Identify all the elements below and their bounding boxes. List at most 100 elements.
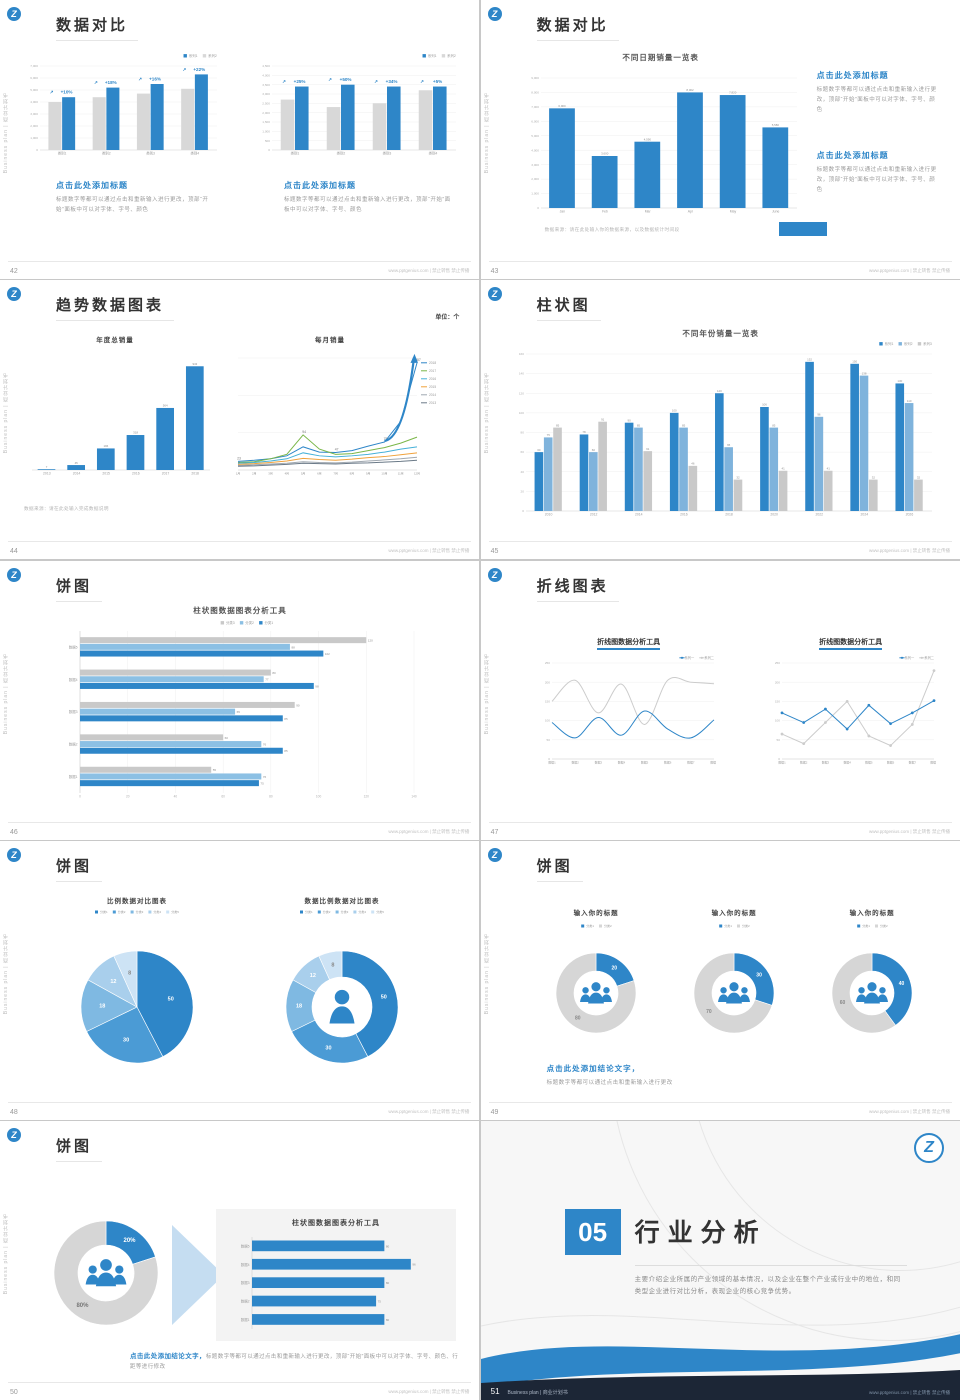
slide-42[interactable]: Z Business plan | 商业计划书 数据对比 0 1,000 2,000… [0,0,480,279]
svg-text:12月: 12月 [414,472,420,476]
slide-title: 数据对比 [536,14,619,41]
svg-text:196: 196 [103,444,108,448]
brand-logo-icon: Z [7,287,21,302]
grouped-bar-chart-right: 0 500 1,000 1,500 2,000 2,500 3,000 3,500 4,000 4… [246,50,458,162]
svg-text:30: 30 [123,1037,129,1043]
svg-text:100: 100 [518,411,523,415]
footer-site-text: www.pptgenius.com | 禁止转售 禁止传播 [388,548,470,554]
svg-text:分类3: 分类3 [136,909,144,914]
data-source-note: 数据来源：请在此处输入完成数据说明 [24,506,109,512]
svg-text:分类3: 分类3 [226,620,235,625]
svg-text:91: 91 [601,418,605,422]
svg-text:+25%: +25% [294,79,306,84]
svg-text:32: 32 [736,476,740,480]
svg-text:2020: 2020 [770,513,778,517]
svg-text:分类1: 分类1 [586,923,594,928]
svg-text:数据3: 数据3 [821,759,829,764]
svg-text:分类1: 分类1 [100,909,108,914]
block-heading: 点击此处添加标题 [56,181,128,190]
svg-text:分类2: 分类2 [323,909,331,914]
slide-50[interactable]: Z Business plan | 商业计划书 饼图 20% 80% 柱状图数据图… [0,1121,480,1400]
slide-51[interactable]: Z 05 行业分析 主要介绍企业所属的产业领域的基本情况，以及企业在整个产业或行… [480,1121,960,1400]
side-brand-text: Business plan | 商业计划书 [483,372,490,454]
pie-chart: 分类1 分类2 分类3 分类4 分类5 50 30 18 12 8 [52,905,222,1075]
brand-logo-icon: Z [487,847,502,862]
svg-text:数据8: 数据8 [710,759,716,764]
svg-text:46: 46 [691,462,695,466]
smooth-line-chart: 0 50 100 150 200 250 数据1 数据2 数据3 数据4 数据5 数据6 数据7 数据8 系… [536,653,716,771]
svg-text:1,500: 1,500 [262,120,270,124]
svg-text:Jan: Jan [559,210,565,214]
svg-text:类别1: 类别1 [58,151,67,156]
svg-text:7: 7 [46,465,48,469]
slide-46[interactable]: Z Business plan | 商业计划书 饼图 柱状图数据图表分析工具 0… [0,560,480,840]
svg-text:50: 50 [546,737,550,741]
svg-text:数据7: 数据7 [908,759,916,764]
footer-site-text: www.pptgenius.com | 禁止转售 禁止传播 [869,1390,950,1395]
svg-text:120: 120 [518,392,523,396]
svg-text:8,002: 8,002 [686,88,694,92]
svg-text:7,820: 7,820 [729,91,737,95]
svg-text:May: May [729,210,736,214]
svg-text:6,000: 6,000 [531,119,539,123]
slide-43[interactable]: Z Business plan | 商业计划书 数据对比 不同日期销量一览表 0… [480,0,960,279]
svg-text:20: 20 [126,794,130,798]
svg-text:1月: 1月 [236,472,241,476]
svg-text:+50%: +50% [340,77,352,82]
svg-text:120: 120 [368,638,373,642]
svg-text:18: 18 [296,1003,302,1009]
svg-text:3,000: 3,000 [30,112,38,116]
svg-text:140: 140 [518,372,523,376]
section-title: 行业分析 [634,1219,767,1247]
svg-text:分类2: 分类2 [604,923,612,928]
svg-text:4,000: 4,000 [262,73,270,77]
text-block: 点击此处添加标题 标题数字等都可以通过点击和重新输入进行更改，顶部“开始”面板中… [284,180,456,216]
donut-chart: 20% 80% [36,1203,176,1343]
svg-text:30: 30 [325,1045,331,1051]
page-number: 43 [490,268,499,275]
svg-text:0: 0 [522,509,524,513]
block-body: 标题数字等都可以通过点击和重新输入进行更改，顶部“开始”面板中可以对字体、字号、… [56,197,209,213]
svg-text:0: 0 [79,794,81,798]
text-block: 点击此处添加标题 标题数字等都可以通过点击和重新输入进行更改，顶部“开始”面板中… [817,150,941,196]
slide-44[interactable]: Z Business plan | 商业计划书 趋势数据图表 单位：个 年度总销… [0,280,480,560]
footer-site-text: www.pptgenius.com | 禁止转售 禁止传播 [388,1389,470,1394]
svg-text:500: 500 [265,139,270,143]
svg-text:1,000: 1,000 [262,129,270,133]
funnel-shape [172,1225,224,1325]
svg-text:数据3: 数据3 [594,759,602,764]
svg-text:2017: 2017 [162,472,170,476]
svg-text:78: 78 [582,430,586,434]
chart-title: 年度总销量 [96,337,134,345]
svg-text:系列二: 系列二 [704,655,714,660]
svg-text:分类1: 分类1 [862,923,870,928]
svg-text:80: 80 [386,1281,390,1285]
page-number: 42 [10,268,18,275]
svg-text:12: 12 [110,979,116,985]
slide-title: 柱状图 [536,294,601,322]
svg-text:类别3: 类别3 [383,151,392,156]
block-heading: 点击此处添加标题 [816,151,889,160]
page-number: 46 [10,828,18,836]
slide-45[interactable]: Z Business plan | 商业计划书 柱状图 不同年份销量一览表 0 2… [480,280,960,560]
footer-site-text: www.pptgenius.com | 禁止转售 禁止传播 [869,828,950,834]
svg-text:41: 41 [781,467,785,471]
slide-47[interactable]: Z Business plan | 商业计划书 折线图表 折线图数据分析工具 0… [480,560,960,840]
svg-text:0: 0 [268,148,270,152]
logo-letter: Z [491,849,498,860]
accent-rectangle [778,222,827,236]
slide-49[interactable]: Z Business plan | 商业计划书 饼图 输入你的标题 分类1 分类2… [480,840,960,1120]
page-number: 51 [490,1387,500,1396]
svg-text:50: 50 [776,737,780,741]
svg-text:5,000: 5,000 [30,88,38,92]
svg-text:2010: 2010 [544,513,552,517]
svg-text:4,590: 4,590 [643,137,651,141]
svg-text:564: 564 [163,404,168,408]
svg-text:30: 30 [756,972,762,978]
svg-text:106: 106 [762,403,767,407]
slide-48[interactable]: Z Business plan | 商业计划书 饼图 比例数据对比图表 分类1 分… [0,840,480,1120]
svg-text:↗: ↗ [282,79,286,84]
svg-text:40: 40 [898,981,904,987]
page-number: 48 [10,1108,18,1116]
page-number: 44 [10,548,18,556]
